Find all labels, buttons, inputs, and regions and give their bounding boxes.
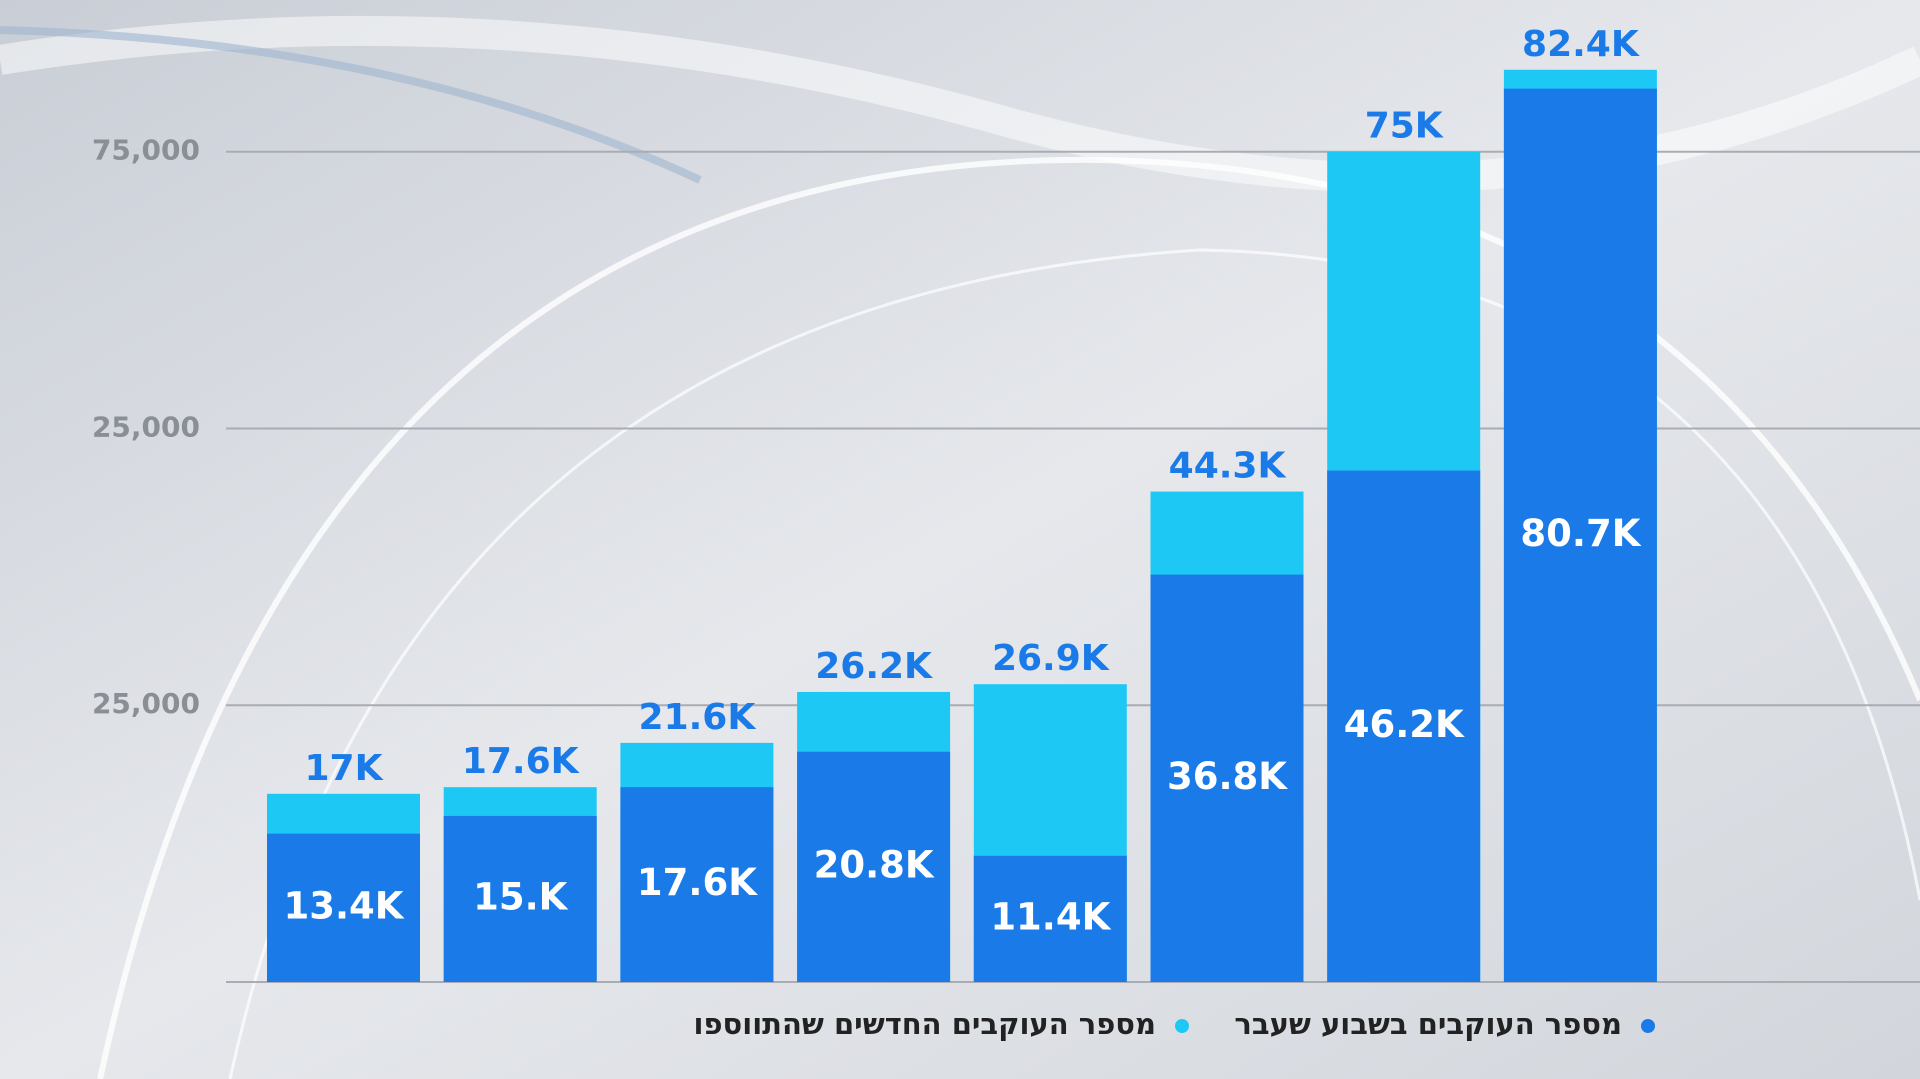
- y-tick-label: 75,000: [92, 134, 200, 167]
- bar: [620, 787, 774, 982]
- legend-dot: [1175, 1019, 1189, 1033]
- total-label: 26.2K: [815, 646, 933, 687]
- bar: [973, 855, 1127, 982]
- bar: [1503, 88, 1657, 983]
- bar: [1150, 574, 1304, 982]
- segment-label: 80.7K: [1520, 512, 1641, 555]
- segment-label: 36.8K: [1167, 755, 1288, 798]
- swoosh: [97, 156, 1920, 1079]
- total-label: 17K: [305, 748, 384, 789]
- total-label: 44.3K: [1169, 446, 1287, 487]
- total-label: 82.4K: [1522, 24, 1640, 65]
- segment-label: 15.K: [473, 875, 569, 918]
- y-tick-label: 25,000: [92, 687, 200, 720]
- segment-label: 46.2K: [1344, 703, 1465, 746]
- segment-label: 13.4K: [284, 884, 405, 927]
- bar: [797, 751, 951, 982]
- swoosh: [0, 26, 702, 184]
- total-label: 17.6K: [462, 741, 580, 782]
- legend-dot: [1641, 1019, 1655, 1033]
- legend-label: מספר העוקבים החדשים שהתווספו: [694, 1007, 1156, 1041]
- swoosh: [228, 248, 1920, 1079]
- bar: [267, 833, 420, 982]
- y-tick-label: 25,000: [92, 410, 200, 443]
- bar: [1327, 470, 1481, 982]
- bar: [443, 815, 597, 982]
- total-label: 21.6K: [639, 697, 757, 738]
- segment-label: 17.6K: [637, 861, 758, 904]
- segment-label: 20.8K: [814, 843, 935, 886]
- segment-label: 11.4K: [990, 895, 1111, 938]
- total-label: 26.9K: [992, 638, 1110, 679]
- total-label: 75K: [1365, 106, 1444, 147]
- legend-label: מספר העוקבים בשבוע שעבר: [1234, 1007, 1622, 1041]
